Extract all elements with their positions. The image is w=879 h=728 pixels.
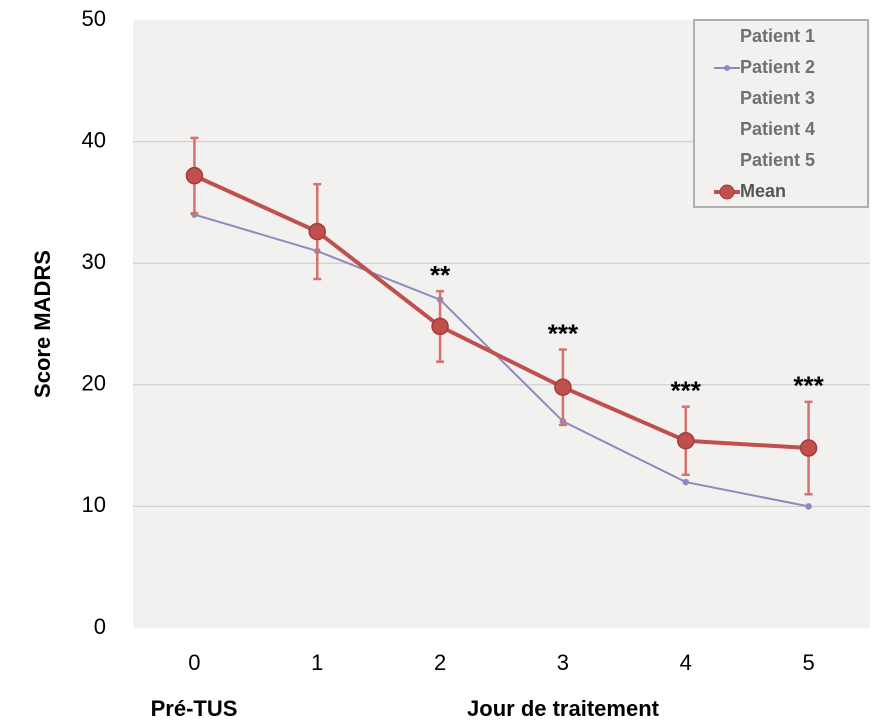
x-note: Pré-TUS [151, 696, 238, 721]
x-axis-label: Jour de traitement [467, 696, 660, 721]
y-tick-label: 40 [82, 127, 106, 152]
annotation: *** [548, 318, 579, 348]
y-tick-label: 20 [82, 371, 106, 396]
y-axis-label: Score MADRS [30, 250, 55, 398]
legend-label: Patient 3 [740, 88, 815, 108]
legend-box [693, 19, 869, 208]
legend-swatch-marker [724, 65, 730, 71]
x-tick-label: 3 [557, 650, 569, 675]
data-point [308, 222, 326, 241]
legend-label: Patient 2 [740, 57, 815, 77]
series-line [194, 213, 809, 508]
legend-label: Mean [740, 181, 786, 201]
data-point [799, 439, 818, 457]
y-tick-label: 0 [94, 614, 106, 639]
x-tick-label: 2 [434, 650, 446, 675]
y-tick-label: 30 [82, 249, 106, 274]
x-tick-label: 5 [802, 650, 814, 675]
data-point [554, 378, 572, 396]
y-tick-label: 10 [82, 492, 106, 517]
legend-label: Patient 5 [740, 150, 815, 170]
data-point [185, 166, 204, 185]
legend-label: Patient 1 [740, 26, 815, 46]
x-tick-label: 4 [680, 650, 692, 675]
data-point [431, 317, 449, 336]
data-point [805, 503, 812, 510]
data-point [682, 478, 689, 486]
y-tick-label: 50 [82, 6, 106, 31]
x-tick-label: 0 [188, 650, 200, 675]
series-line [193, 173, 809, 451]
legend-swatch-marker [719, 184, 735, 200]
annotation: *** [793, 371, 824, 401]
data-point [677, 431, 695, 450]
annotation: *** [671, 376, 702, 406]
annotation: ** [430, 260, 451, 290]
x-tick-label: 1 [311, 650, 323, 675]
legend-label: Patient 4 [740, 119, 815, 139]
